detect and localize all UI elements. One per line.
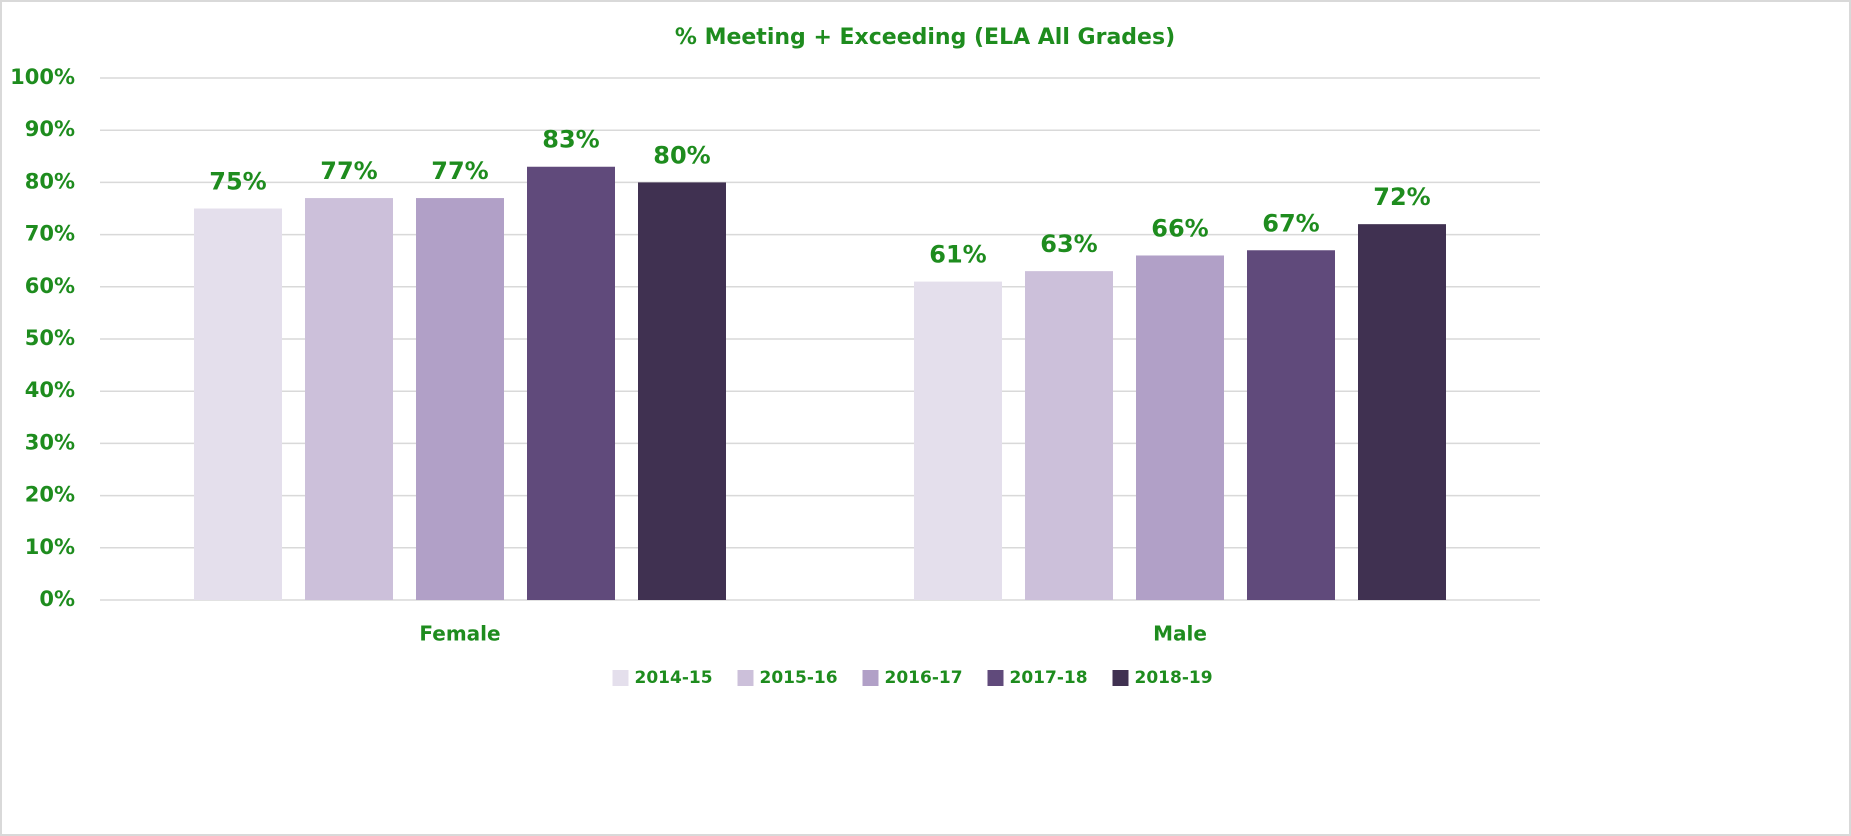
data-label: 61% [929, 241, 986, 269]
y-tick-label: 10% [25, 535, 75, 559]
x-tick-label: Male [1153, 622, 1207, 646]
bar [527, 166, 615, 601]
legend-label: 2018-19 [1135, 668, 1213, 688]
data-label: 77% [320, 157, 377, 185]
legend-label: 2016-17 [885, 668, 963, 688]
data-label: 77% [431, 157, 488, 185]
bar [1358, 224, 1446, 600]
y-tick-label: 80% [25, 169, 75, 193]
data-label: 72% [1373, 183, 1430, 211]
legend-swatch [987, 670, 1004, 686]
y-tick-label: 0% [39, 587, 75, 611]
data-label: 75% [209, 168, 266, 196]
chart-title: % Meeting + Exceeding (ELA All Grades) [675, 25, 1175, 50]
bar [416, 198, 504, 600]
y-tick-label: 70% [25, 222, 75, 246]
x-tick-label: Female [419, 622, 500, 646]
y-tick-label: 30% [25, 430, 75, 454]
bar [1136, 255, 1224, 601]
bar [1025, 271, 1113, 600]
y-tick-label: 60% [25, 274, 75, 298]
legend-swatch [612, 670, 629, 686]
legend-swatch [862, 670, 879, 686]
legend-swatch [1112, 670, 1129, 686]
data-label: 83% [542, 126, 599, 154]
data-label: 63% [1040, 230, 1097, 258]
y-tick-label: 90% [25, 117, 75, 141]
data-label: 67% [1262, 209, 1319, 237]
bar [305, 198, 393, 600]
data-label: 80% [653, 141, 710, 169]
bar [194, 208, 282, 600]
legend-label: 2017-18 [1010, 668, 1088, 688]
bar [1247, 250, 1335, 600]
y-tick-label: 100% [10, 65, 75, 89]
y-tick-label: 40% [25, 378, 75, 402]
legend-label: 2014-15 [635, 668, 713, 688]
y-tick-label: 50% [25, 326, 75, 350]
y-tick-label: 20% [25, 483, 75, 507]
bar [638, 182, 726, 600]
data-label: 66% [1151, 214, 1208, 242]
bar [914, 281, 1002, 600]
legend-label: 2015-16 [760, 668, 838, 688]
legend-swatch [737, 670, 754, 686]
